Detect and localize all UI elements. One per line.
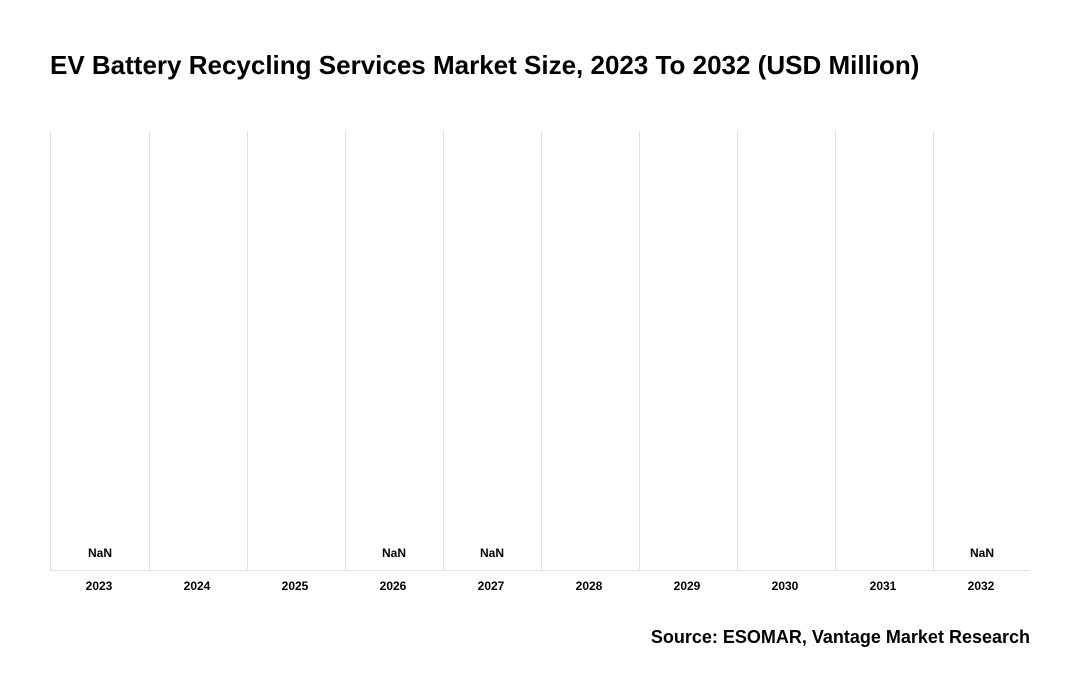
gridline	[443, 131, 444, 570]
plot-area: NaN NaN NaN NaN	[50, 131, 1030, 571]
x-axis-tick-label: 2023	[86, 579, 113, 593]
x-axis-labels: 2023 2024 2025 2026 2027 2028 2029 2030 2031 2032	[50, 579, 1030, 609]
x-axis-tick-label: 2030	[772, 579, 799, 593]
bar-value-label: NaN	[970, 546, 994, 560]
bar-value-label: NaN	[382, 546, 406, 560]
x-axis-tick-label: 2032	[968, 579, 995, 593]
gridline	[149, 131, 150, 570]
gridline	[639, 131, 640, 570]
gridline	[345, 131, 346, 570]
x-axis-tick-label: 2024	[184, 579, 211, 593]
gridline	[835, 131, 836, 570]
gridline	[933, 131, 934, 570]
chart-source: Source: ESOMAR, Vantage Market Research	[50, 627, 1030, 648]
gridline	[737, 131, 738, 570]
x-axis-tick-label: 2029	[674, 579, 701, 593]
x-axis-tick-label: 2025	[282, 579, 309, 593]
x-axis-tick-label: 2027	[478, 579, 505, 593]
chart-title: EV Battery Recycling Services Market Siz…	[50, 50, 1030, 81]
x-axis-tick-label: 2028	[576, 579, 603, 593]
bar-value-label: NaN	[88, 546, 112, 560]
gridline	[247, 131, 248, 570]
chart-container: EV Battery Recycling Services Market Siz…	[0, 0, 1080, 700]
x-axis-tick-label: 2026	[380, 579, 407, 593]
x-axis-tick-label: 2031	[870, 579, 897, 593]
gridline	[541, 131, 542, 570]
bar-value-label: NaN	[480, 546, 504, 560]
